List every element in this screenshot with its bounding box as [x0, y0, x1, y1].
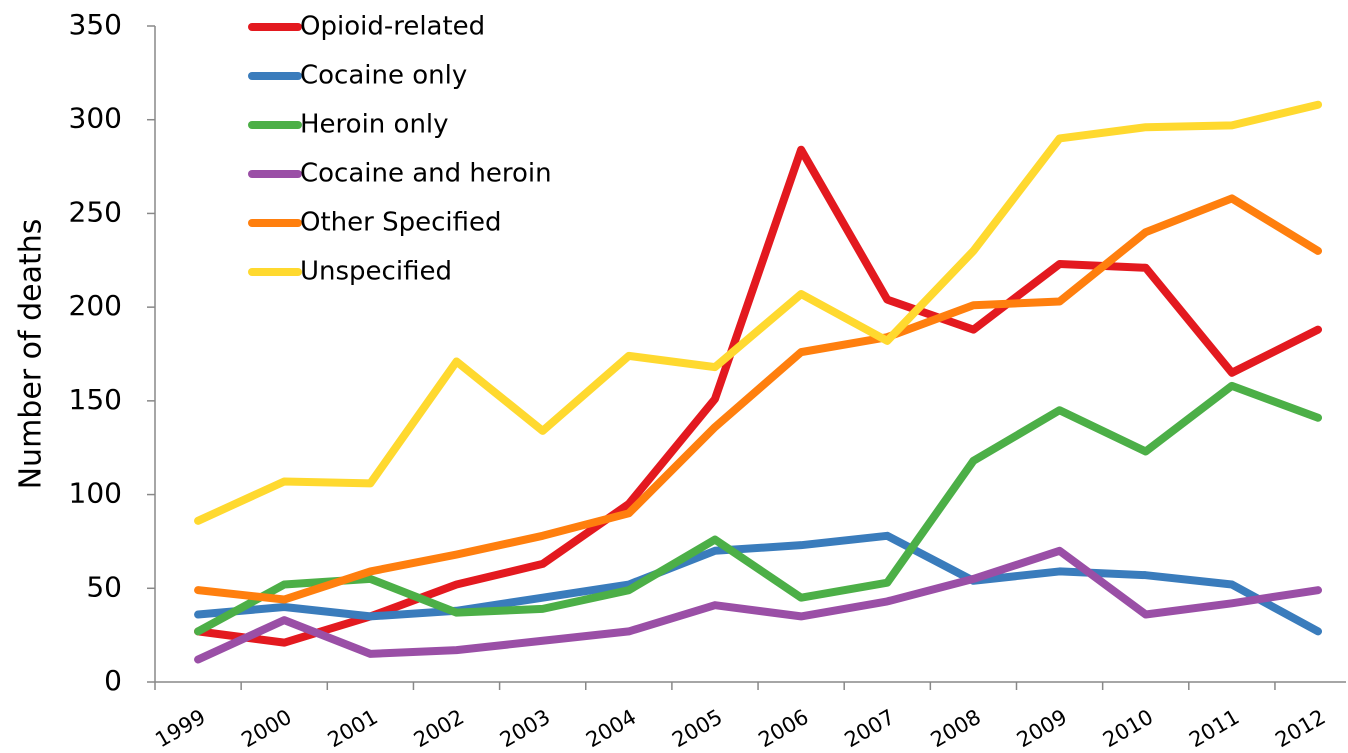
- y-axis-label: Number of deaths: [14, 219, 49, 490]
- series-line: [194, 100, 1323, 525]
- x-tick-label: 2010: [1099, 705, 1157, 753]
- series-line: [194, 546, 1323, 664]
- y-tick-label: 50: [86, 570, 122, 603]
- x-tick-label: 2004: [582, 705, 640, 753]
- x-tick-label: 2011: [1185, 705, 1243, 753]
- y-tick-label: 100: [69, 477, 122, 510]
- y-tick-label: 300: [69, 102, 122, 135]
- y-tick-label: 250: [69, 195, 122, 228]
- x-tick-label: 2009: [1013, 705, 1071, 753]
- series-line: [194, 145, 1323, 647]
- x-tick-label: 2001: [324, 705, 382, 753]
- legend-label: Cocaine and heroin: [300, 159, 552, 189]
- x-tick-label: 2008: [927, 705, 985, 753]
- series-line: [194, 531, 1323, 636]
- y-tick-label: 200: [69, 289, 122, 322]
- series-line: [194, 381, 1323, 636]
- x-tick-label: 2006: [754, 705, 812, 753]
- y-tick-label: 350: [69, 8, 122, 41]
- y-tick-label: 0: [104, 664, 122, 697]
- legend-label: Opioid-related: [300, 12, 485, 42]
- x-tick-label: 2003: [496, 705, 554, 753]
- x-tick-label: 2002: [410, 705, 468, 753]
- x-tick-label: 2012: [1271, 705, 1329, 753]
- legend-label: Unspecified: [300, 257, 452, 287]
- legend-label: Heroin only: [300, 110, 449, 140]
- x-tick-label: 2005: [668, 705, 726, 753]
- x-tick-label: 2007: [840, 705, 898, 753]
- legend-label: Cocaine only: [300, 61, 467, 91]
- y-tick-label: 150: [69, 383, 122, 416]
- series-line: [194, 194, 1323, 604]
- x-tick-label: 2000: [237, 705, 295, 753]
- x-tick-label: 1999: [151, 705, 209, 753]
- legend-label: Other Specified: [300, 208, 502, 238]
